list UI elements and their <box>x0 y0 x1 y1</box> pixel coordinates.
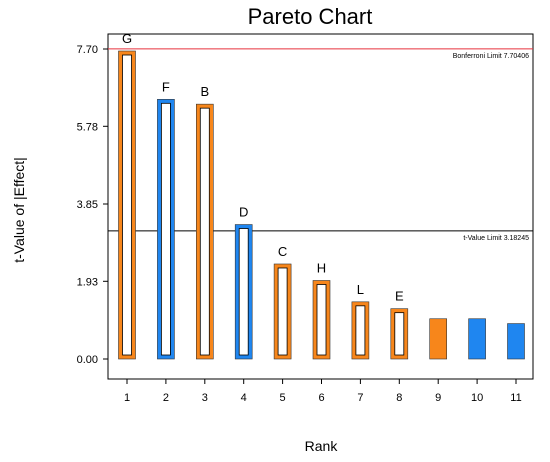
x-axis: 1 2 3 4 5 6 7 8 9 10 11 <box>124 379 522 404</box>
bar-label: L <box>357 282 364 297</box>
x-tick-label: 1 <box>124 392 130 404</box>
x-tick-label: 11 <box>510 392 521 404</box>
x-tick-label: 9 <box>435 392 441 404</box>
limit-label: t-Value Limit 3.18245 <box>463 235 529 242</box>
y-axis-title: t-Value of |Effect| <box>11 157 27 263</box>
bar-label: B <box>200 84 209 99</box>
bar-inner <box>199 107 210 356</box>
bar-label: C <box>278 244 287 259</box>
bar-inner <box>160 102 171 356</box>
bar-outline <box>234 224 253 360</box>
x-tick-label: 7 <box>357 392 363 404</box>
bar-outline <box>312 280 331 360</box>
bar-outline <box>157 99 175 360</box>
bar-label: G <box>122 31 132 46</box>
bar-label: E <box>395 289 404 304</box>
y-tick-label: 0.00 <box>77 354 98 366</box>
bar-inner <box>394 312 405 356</box>
bar-outline <box>468 318 486 360</box>
bar-outline <box>390 308 409 360</box>
bar-inner <box>277 267 288 356</box>
bar <box>429 318 447 359</box>
y-tick-label: 7.70 <box>77 44 98 56</box>
x-tick-label: 6 <box>318 392 324 404</box>
x-tick-label: 5 <box>280 392 286 404</box>
x-tick-label: 2 <box>163 392 169 404</box>
bars: G F B D C H L E <box>118 31 525 360</box>
bar-inner <box>238 228 249 356</box>
bar-label: F <box>162 79 170 94</box>
x-tick-label: 10 <box>471 392 483 404</box>
limit-label: Bonferroni Limit 7.70406 <box>453 53 529 60</box>
plot-area-frame <box>107 33 534 380</box>
bar-outline <box>273 263 292 360</box>
bar-inner <box>122 54 132 356</box>
bar-outline <box>507 323 525 360</box>
x-tick-label: 3 <box>202 392 208 404</box>
chart-title: Pareto Chart <box>248 4 373 29</box>
bar <box>507 323 525 359</box>
bar-outline <box>118 50 136 360</box>
y-tick-label: 5.78 <box>77 121 98 133</box>
x-tick-label: 8 <box>396 392 402 404</box>
bar <box>468 318 486 359</box>
bar-label: H <box>317 260 326 275</box>
limit-lines: Bonferroni Limit 7.70406 t-Value Limit 3.… <box>108 48 533 242</box>
y-tick-label: 1.93 <box>77 276 98 288</box>
x-axis-title: Rank <box>305 438 339 454</box>
bar-outline <box>429 318 448 360</box>
y-tick-label: 3.85 <box>77 199 98 211</box>
bar-inner <box>355 305 366 356</box>
bar-label: D <box>239 205 248 220</box>
bar-inner <box>316 284 327 356</box>
bar-outline <box>196 103 214 360</box>
bar-outline <box>351 301 370 360</box>
x-tick-label: 4 <box>241 392 247 404</box>
y-axis: 0.00 1.93 3.85 5.78 7.70 <box>77 44 108 366</box>
